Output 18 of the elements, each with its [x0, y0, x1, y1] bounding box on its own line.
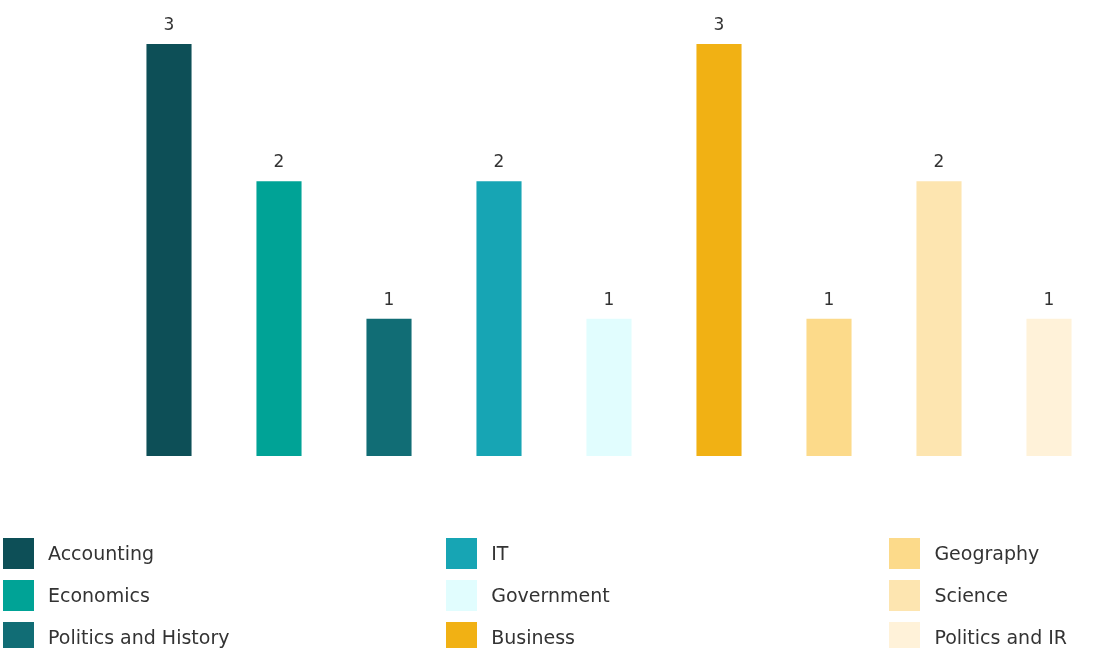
legend-label: Accounting	[48, 542, 155, 564]
data-label: 2	[273, 151, 285, 172]
data-label: 3	[163, 13, 175, 34]
legend-label: Business	[491, 626, 575, 648]
data-label: 2	[493, 151, 505, 172]
legend-label: Politics and History	[48, 626, 230, 648]
data-label: 3	[713, 13, 725, 34]
legend-label: Geography	[934, 542, 1040, 564]
data-label: 1	[603, 288, 615, 309]
legend-label: Science	[934, 584, 1009, 606]
data-label: 2	[933, 151, 945, 172]
data-label: 1	[1043, 288, 1055, 309]
legend-label: Government	[491, 584, 610, 606]
data-label: 1	[383, 288, 395, 309]
data-label: 1	[823, 288, 835, 309]
legend-label: Politics and IR	[934, 626, 1068, 648]
legend-label: Economics	[48, 584, 150, 606]
legend-label: IT	[491, 542, 509, 564]
